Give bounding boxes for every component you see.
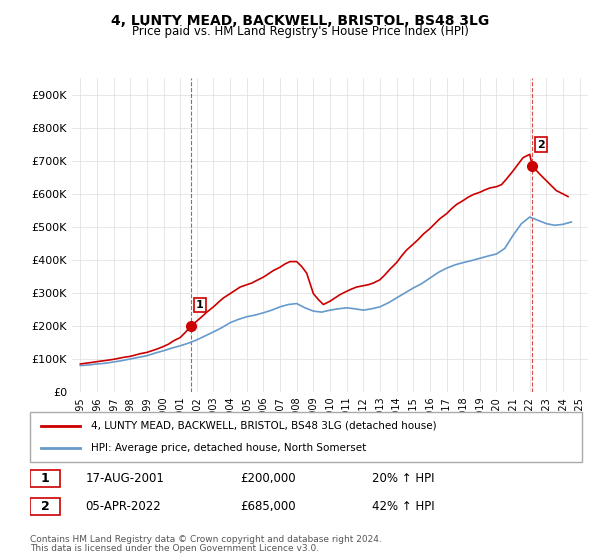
- Text: 1: 1: [196, 300, 204, 310]
- Text: 1: 1: [41, 472, 49, 486]
- FancyBboxPatch shape: [30, 498, 61, 515]
- Text: HPI: Average price, detached house, North Somerset: HPI: Average price, detached house, Nort…: [91, 443, 366, 453]
- Text: £685,000: £685,000: [240, 500, 295, 514]
- Text: £200,000: £200,000: [240, 472, 295, 486]
- Text: 2: 2: [41, 500, 49, 514]
- Text: 17-AUG-2001: 17-AUG-2001: [85, 472, 164, 486]
- Text: 05-APR-2022: 05-APR-2022: [85, 500, 161, 514]
- Text: 4, LUNTY MEAD, BACKWELL, BRISTOL, BS48 3LG: 4, LUNTY MEAD, BACKWELL, BRISTOL, BS48 3…: [111, 14, 489, 28]
- FancyBboxPatch shape: [30, 470, 61, 487]
- Text: 20% ↑ HPI: 20% ↑ HPI: [372, 472, 435, 486]
- Text: 4, LUNTY MEAD, BACKWELL, BRISTOL, BS48 3LG (detached house): 4, LUNTY MEAD, BACKWELL, BRISTOL, BS48 3…: [91, 421, 436, 431]
- FancyBboxPatch shape: [30, 412, 582, 462]
- Text: 2: 2: [537, 140, 545, 150]
- Text: This data is licensed under the Open Government Licence v3.0.: This data is licensed under the Open Gov…: [30, 544, 319, 553]
- Text: Contains HM Land Registry data © Crown copyright and database right 2024.: Contains HM Land Registry data © Crown c…: [30, 535, 382, 544]
- Text: Price paid vs. HM Land Registry's House Price Index (HPI): Price paid vs. HM Land Registry's House …: [131, 25, 469, 38]
- Text: 42% ↑ HPI: 42% ↑ HPI: [372, 500, 435, 514]
